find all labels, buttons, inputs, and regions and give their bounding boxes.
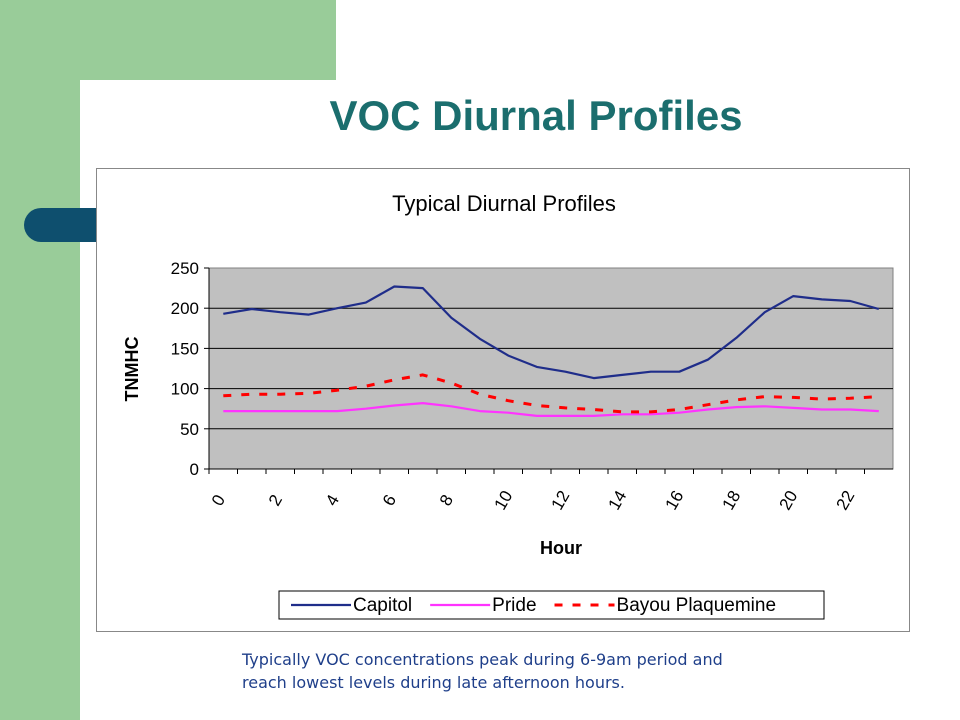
y-tick-label: 0 bbox=[190, 460, 199, 479]
x-tick-label: 20 bbox=[776, 487, 802, 513]
x-axis-label: Hour bbox=[540, 538, 582, 558]
x-tick-label: 8 bbox=[436, 491, 457, 509]
accent-top-bar bbox=[0, 0, 336, 80]
x-tick-label: 6 bbox=[379, 491, 400, 509]
x-tick-label: 10 bbox=[491, 487, 517, 513]
series-line-bayou-plaquemine bbox=[223, 373, 879, 414]
chart-title: Typical Diurnal Profiles bbox=[392, 191, 616, 216]
x-tick-label: 22 bbox=[833, 487, 859, 513]
legend-label: Pride bbox=[492, 595, 536, 616]
y-tick-label: 250 bbox=[171, 259, 199, 278]
y-tick-label: 100 bbox=[171, 380, 199, 399]
x-tick-label: 4 bbox=[322, 491, 343, 509]
page-title: VOC Diurnal Profiles bbox=[329, 92, 743, 139]
y-tick-label: 50 bbox=[180, 420, 199, 439]
caption-line-1: Typically VOC concentrations peak during… bbox=[242, 650, 723, 669]
legend-label: Capitol bbox=[353, 595, 412, 616]
legend-box bbox=[278, 590, 825, 620]
chart-frame: Typical Diurnal Profiles TNMHC Hour 0 50 1… bbox=[96, 168, 910, 632]
y-tick-label: 150 bbox=[171, 339, 199, 358]
caption: Typically VOC concentrations peak during… bbox=[242, 648, 882, 694]
x-tick-label: 16 bbox=[662, 487, 688, 513]
x-tick-label: 18 bbox=[719, 487, 745, 513]
diurnal-profiles-chart: Typical Diurnal Profiles TNMHC Hour 0 50 1… bbox=[122, 191, 894, 620]
x-tick-label: 0 bbox=[208, 491, 229, 509]
y-tick-label: 200 bbox=[171, 299, 199, 318]
accent-side-bar bbox=[0, 0, 80, 720]
title-tab-accent bbox=[24, 208, 104, 242]
x-tick-label: 12 bbox=[548, 487, 574, 513]
x-tick-label: 14 bbox=[605, 487, 631, 513]
series-line-capitol bbox=[223, 285, 880, 380]
legend-label: Bayou Plaquemine bbox=[617, 595, 777, 616]
y-axis-label: TNMHC bbox=[122, 337, 142, 402]
caption-line-2: reach lowest levels during late afternoo… bbox=[242, 673, 625, 692]
x-tick-label: 2 bbox=[265, 491, 286, 509]
series-line-pride bbox=[223, 402, 879, 417]
